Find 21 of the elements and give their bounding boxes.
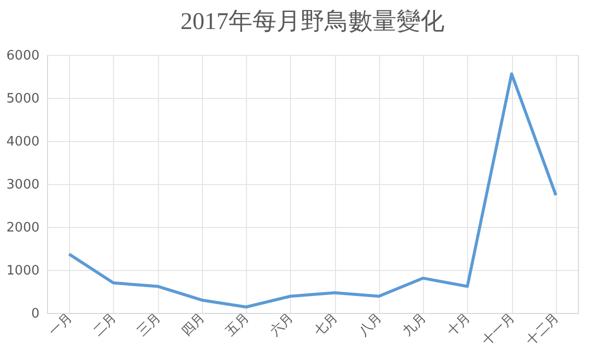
y-tick-label: 6000 <box>6 48 40 64</box>
x-tick-label: 五月 <box>223 310 252 340</box>
chart-title: 2017年每月野鳥數量變化 <box>180 9 444 35</box>
y-tick-label: 1000 <box>6 264 40 278</box>
x-tick-label: 十二月 <box>524 310 562 349</box>
y-tick-label: 5000 <box>6 92 40 106</box>
line-series <box>68 72 558 308</box>
x-tick-label: 十月 <box>444 310 474 340</box>
x-tick-label: 二月 <box>90 310 120 340</box>
x-tick-label: 七月 <box>312 310 341 340</box>
y-tick-label: 3000 <box>6 178 40 192</box>
y-tick-label: 0 <box>31 306 40 322</box>
x-tick-label: 六月 <box>268 310 297 340</box>
x-tick-label: 三月 <box>134 310 164 340</box>
x-tick-label: 四月 <box>179 310 208 340</box>
y-tick-label: 4000 <box>6 134 40 150</box>
x-tick-label: 一月 <box>46 310 76 340</box>
x-tick-label: 八月 <box>356 310 386 340</box>
x-tick-label: 十一月 <box>480 310 518 349</box>
x-tick-label: 九月 <box>400 310 430 340</box>
y-tick-label: 2000 <box>6 220 40 236</box>
